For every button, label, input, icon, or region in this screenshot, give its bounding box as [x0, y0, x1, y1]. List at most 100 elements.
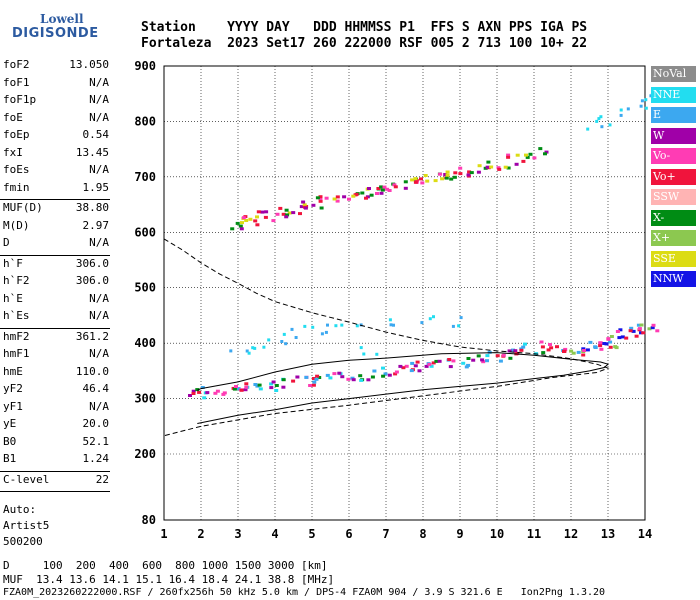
echo-point [647, 327, 652, 331]
echo-point [617, 336, 622, 340]
echo-point [337, 371, 342, 375]
legend-item: Vo- [651, 148, 696, 164]
echo-point [523, 342, 527, 346]
echo-point [188, 394, 192, 397]
echo-point [202, 396, 207, 400]
echo-point [355, 324, 359, 328]
echo-point [354, 192, 359, 196]
echo-point [295, 375, 300, 379]
param-value: 46.4 [82, 382, 110, 395]
echo-point [629, 326, 634, 330]
echo-point [497, 167, 502, 171]
param-value: 110.0 [75, 364, 109, 378]
echo-point [379, 191, 384, 195]
echo-point [485, 165, 490, 169]
param-name: foEp [3, 128, 30, 141]
auto-scaling-info: Artist5 [3, 519, 50, 532]
echo-point [255, 215, 259, 219]
echo-point [394, 370, 399, 374]
header-labels: Station YYYY DAY DDD HHMMSS P1 FFS S AXN… [141, 20, 588, 35]
echo-point [466, 363, 471, 367]
echo-point [608, 340, 613, 344]
echo-point [444, 176, 449, 180]
echo-point [506, 153, 511, 157]
echo-point [451, 359, 456, 363]
echo-point [375, 192, 379, 195]
param-row: B1 1.24 [3, 452, 109, 468]
echo-point [284, 208, 289, 212]
echo-point [311, 203, 316, 207]
echo-point [546, 348, 551, 352]
echo-point [498, 359, 503, 363]
param-value: N/A [89, 110, 109, 124]
legend-item: X- [651, 209, 696, 226]
param-value: N/A [89, 291, 109, 305]
echo-point [299, 205, 304, 209]
echo-point [409, 369, 414, 373]
echo-point [271, 219, 276, 223]
echo-point [326, 323, 329, 327]
echo-point [284, 215, 289, 219]
echo-point [457, 324, 461, 328]
echo-point [234, 385, 238, 388]
echo-point [232, 387, 237, 391]
echo-point [466, 357, 471, 360]
echo-point [631, 329, 636, 333]
echo-point [525, 155, 530, 159]
echo-point [238, 224, 243, 228]
echo-point [379, 185, 384, 189]
echo-point [267, 338, 271, 342]
echo-point [480, 358, 485, 362]
echo-point [315, 196, 320, 200]
param-value: 13.050 [69, 58, 109, 71]
echo-point [398, 364, 403, 368]
echo-point [239, 388, 244, 392]
echo-point [215, 389, 220, 393]
echo-point [229, 349, 233, 353]
echo-point [364, 196, 368, 200]
param-name: foF1p [3, 93, 37, 106]
echo-point [427, 362, 432, 366]
param-row: foE N/A [3, 111, 109, 127]
echo-point [392, 323, 395, 327]
param-name: foF2 [3, 58, 30, 71]
y-tick-label: 200 [134, 447, 156, 461]
echo-point [340, 375, 345, 379]
echo-point [325, 373, 330, 377]
echo-point [312, 380, 317, 384]
x-tick-label: 9 [456, 527, 463, 541]
x-tick-label: 12 [564, 527, 578, 541]
echo-point [244, 382, 249, 386]
echo-point [258, 387, 263, 391]
param-row: h`Es N/A [3, 309, 109, 325]
echo-point [380, 188, 385, 192]
echo-point [317, 376, 322, 379]
echo-point [413, 177, 418, 181]
echo-point [641, 331, 646, 335]
echo-point [420, 321, 424, 325]
echo-point [458, 172, 463, 176]
echo-point [320, 332, 324, 336]
echo-point [438, 172, 443, 176]
echo-point [205, 391, 210, 395]
echo-point [375, 352, 379, 356]
echo-point [539, 340, 544, 344]
param-value: 52.1 [82, 434, 110, 448]
param-row: MUF(D) 38.80 [3, 201, 109, 217]
echo-point [247, 351, 251, 355]
legend-item: SSE [651, 250, 696, 267]
param-value: 2.97 [82, 218, 110, 232]
param-value: 20.0 [82, 417, 110, 430]
echo-point [392, 183, 397, 187]
echo-point [243, 388, 248, 392]
echo-point [604, 342, 609, 346]
echo-point [298, 212, 302, 216]
echo-point [447, 358, 452, 361]
param-value: 38.80 [75, 201, 109, 214]
echo-point [280, 340, 284, 343]
echo-point [404, 364, 409, 368]
echo-point [389, 323, 393, 327]
echo-point [636, 323, 641, 327]
x-tick-label: 8 [419, 527, 426, 541]
y-tick-label: 900 [134, 59, 156, 73]
